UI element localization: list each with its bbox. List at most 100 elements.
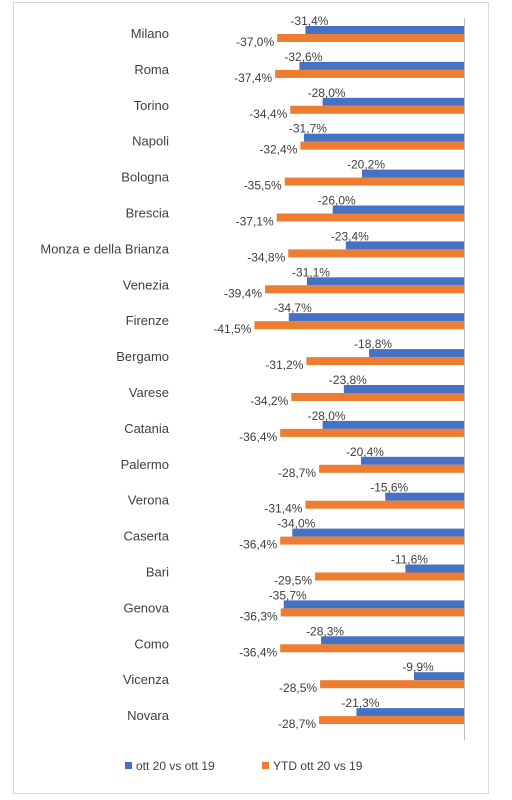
- legend-swatch-series-1: [125, 762, 132, 769]
- data-label-series-1: -9,9%: [402, 660, 434, 674]
- data-label-series-1: -31,7%: [289, 122, 327, 136]
- bar-series-1: [332, 205, 464, 214]
- data-label-series-2: -34,2%: [250, 394, 288, 408]
- bar-series-2: [290, 105, 464, 114]
- data-label-series-1: -35,7%: [269, 588, 307, 602]
- data-label-series-1: -31,1%: [292, 265, 330, 279]
- data-label-series-1: -26,0%: [318, 194, 356, 208]
- bar-series-1: [321, 636, 464, 645]
- bar-series-1: [356, 708, 464, 717]
- legend-swatch-series-2: [262, 762, 269, 769]
- bar-series-2: [280, 536, 464, 545]
- category-label: Bologna: [121, 170, 169, 185]
- bar-series-1: [299, 61, 464, 70]
- bar-series-2: [277, 34, 464, 42]
- category-label: Brescia: [126, 206, 170, 221]
- category-label: Firenze: [126, 313, 169, 328]
- data-label-series-2: -31,4%: [264, 502, 302, 516]
- bar-series-1: [345, 241, 464, 250]
- category-label: Monza e della Brianza: [40, 241, 169, 256]
- bar-series-2: [319, 716, 464, 725]
- bar-series-2: [276, 213, 464, 222]
- category-label: Varese: [129, 385, 169, 400]
- legend-label-series-1: ott 20 vs ott 19: [136, 759, 215, 773]
- category-label: Roma: [134, 62, 169, 77]
- data-label-series-1: -28,0%: [308, 86, 346, 100]
- data-label-series-2: -37,1%: [236, 215, 274, 229]
- data-label-series-2: -37,0%: [236, 35, 274, 49]
- bar-series-1: [385, 492, 464, 501]
- bar-series-2: [305, 500, 464, 509]
- data-label-series-2: -39,4%: [224, 286, 262, 300]
- data-label-series-2: -35,5%: [244, 179, 282, 193]
- bar-series-1: [322, 97, 464, 106]
- bar-series-2: [265, 285, 464, 294]
- category-label: Vicenza: [123, 672, 170, 687]
- data-label-series-2: -36,4%: [239, 645, 277, 659]
- data-label-series-1: -32,6%: [284, 50, 322, 64]
- bar-series-2: [291, 393, 464, 401]
- bar-series-1: [343, 385, 464, 393]
- category-label: Novara: [127, 708, 170, 723]
- data-label-series-2: -28,7%: [278, 717, 316, 731]
- category-label: Genova: [123, 600, 169, 615]
- data-label-series-1: -34,7%: [274, 301, 312, 315]
- bar-series-2: [254, 321, 464, 330]
- bar-series-2: [280, 644, 464, 653]
- category-label: Torino: [134, 98, 169, 113]
- bar-series-1: [361, 169, 464, 178]
- bar-series-1: [288, 313, 464, 322]
- bar-series-1: [414, 672, 464, 681]
- category-label: Bergamo: [116, 349, 169, 364]
- bar-series-2: [275, 69, 464, 78]
- data-label-series-2: -36,4%: [239, 430, 277, 444]
- legend-label-series-2: YTD ott 20 vs 19: [273, 759, 363, 773]
- bar-series-2: [288, 249, 464, 258]
- data-label-series-1: -28,3%: [306, 624, 344, 638]
- data-label-series-1: -31,4%: [290, 14, 328, 28]
- data-label-series-2: -29,5%: [274, 574, 312, 588]
- bar-series-1: [306, 277, 464, 286]
- bar-series-1: [369, 349, 464, 358]
- category-label: Palermo: [121, 457, 169, 472]
- bar-series-2: [300, 141, 464, 150]
- bar-series-1: [405, 564, 464, 573]
- bar-series-2: [319, 464, 464, 473]
- bar-series-2: [280, 428, 464, 437]
- data-label-series-1: -15,6%: [370, 481, 408, 495]
- data-label-series-2: -41,5%: [213, 322, 251, 336]
- data-label-series-1: -18,8%: [354, 337, 392, 351]
- category-label: Milano: [131, 26, 169, 41]
- category-label: Verona: [128, 493, 170, 508]
- data-label-series-2: -36,3%: [240, 609, 278, 623]
- data-label-series-1: -23,8%: [329, 373, 367, 387]
- data-label-series-2: -34,8%: [247, 250, 285, 264]
- category-label: Venezia: [123, 277, 170, 292]
- data-label-series-1: -11,6%: [391, 553, 428, 567]
- category-label: Catania: [124, 421, 170, 436]
- bar-series-2: [306, 357, 464, 366]
- bar-series-1: [292, 528, 464, 537]
- category-label: Napoli: [132, 134, 169, 149]
- chart-frame: [13, 2, 489, 794]
- category-label: Como: [134, 636, 169, 651]
- bar-series-2: [284, 177, 464, 186]
- data-label-series-2: -31,2%: [265, 358, 303, 372]
- data-label-series-1: -20,2%: [347, 158, 385, 172]
- data-label-series-2: -34,4%: [249, 107, 287, 121]
- data-label-series-1: -28,0%: [308, 409, 346, 423]
- category-label: Caserta: [123, 529, 169, 544]
- data-label-series-1: -23,4%: [331, 229, 369, 243]
- data-label-series-2: -28,7%: [278, 466, 316, 480]
- bar-series-2: [315, 572, 464, 581]
- bar-series-1: [305, 26, 464, 34]
- data-label-series-1: -34,0%: [277, 517, 315, 531]
- data-label-series-1: -20,4%: [346, 445, 384, 459]
- bar-series-1: [360, 456, 464, 465]
- data-label-series-2: -32,4%: [259, 143, 297, 157]
- bar-series-2: [320, 680, 464, 689]
- data-label-series-1: -21,3%: [341, 696, 379, 710]
- data-label-series-2: -37,4%: [234, 71, 272, 85]
- bar-series-1: [303, 133, 464, 142]
